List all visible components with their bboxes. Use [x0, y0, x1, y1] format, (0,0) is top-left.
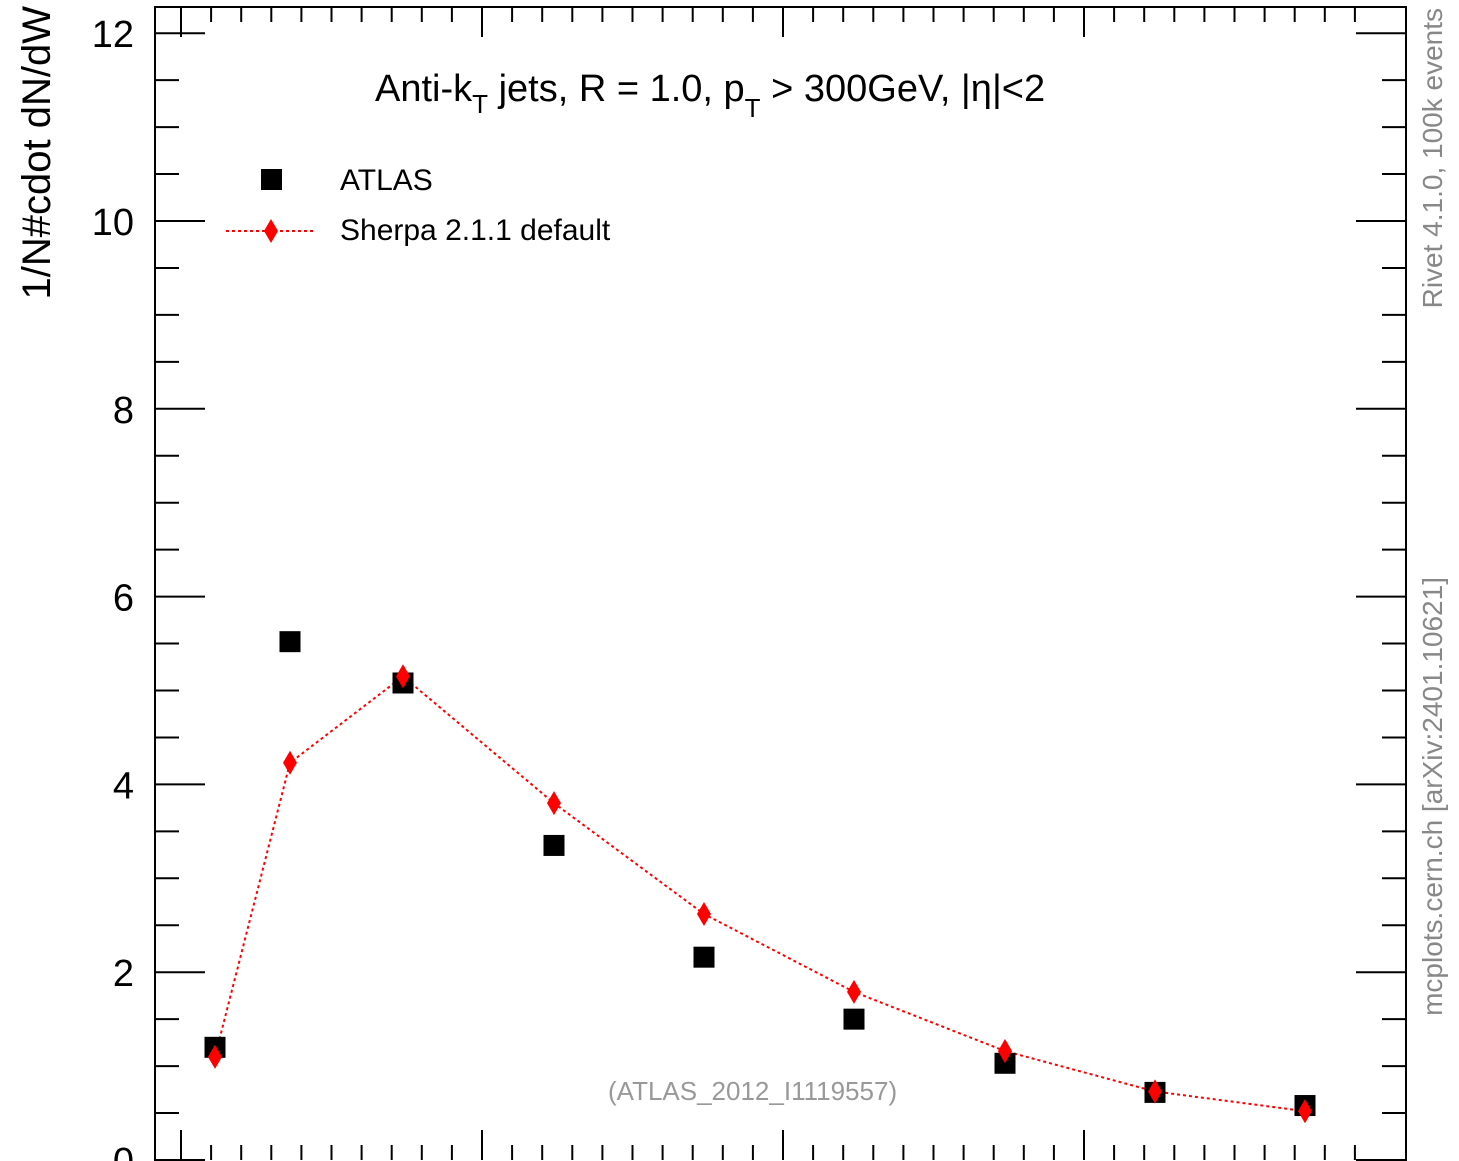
legend: ATLAS Sherpa 2.1.1 default — [226, 164, 611, 247]
rivet-label: Rivet 4.1.0, 100k events — [1417, 8, 1448, 308]
sherpa-point-overlay — [1148, 1079, 1162, 1104]
y-tick-label: 6 — [113, 578, 134, 620]
y-axis-label: 1/N#cdot dN/dW — [15, 6, 59, 300]
y-tick-labels: 0 2 4 6 8 10 12 — [92, 14, 134, 1161]
analysis-annotation: (ATLAS_2012_I1119557) — [608, 1076, 897, 1106]
atlas-point — [279, 631, 301, 653]
legend-label-sherpa: Sherpa 2.1.1 default — [340, 214, 611, 247]
atlas-point — [994, 1052, 1016, 1074]
y-tick-label: 0 — [113, 1141, 134, 1161]
sherpa-point — [283, 750, 297, 775]
sherpa-point — [547, 791, 561, 816]
title-part-1: Anti-k — [375, 68, 473, 110]
sherpa-point-overlay — [1298, 1099, 1312, 1124]
series-sherpa — [208, 664, 1312, 1124]
legend-marker-atlas — [261, 169, 282, 190]
y-tick-label: 12 — [92, 14, 134, 56]
atlas-point — [693, 946, 715, 968]
y-tick-label: 10 — [92, 202, 134, 244]
sherpa-point — [697, 901, 711, 926]
title-sub-1: T — [472, 89, 488, 119]
sherpa-point-overlay — [998, 1039, 1012, 1064]
y-tick-label: 4 — [113, 765, 134, 807]
y-tick-label: 2 — [113, 953, 134, 995]
legend-label-atlas: ATLAS — [340, 164, 433, 197]
mcplots-label: mcplots.cern.ch [arXiv:2401.10621] — [1417, 577, 1448, 1016]
sherpa-line — [214, 675, 1306, 1113]
plot-frame — [154, 6, 1407, 1161]
series-atlas — [204, 631, 1316, 1124]
atlas-point — [843, 1008, 865, 1030]
title-sub-2: T — [745, 93, 761, 123]
chart-title: Anti-kT jets, R = 1.0, pT > 300GeV, |η|<… — [375, 68, 1045, 123]
title-part-3: > 300GeV, |η|<2 — [761, 68, 1046, 110]
sherpa-point — [847, 979, 861, 1004]
atlas-point — [543, 834, 565, 856]
axis-ticks — [155, 7, 1406, 1161]
sherpa-point-overlay — [396, 664, 410, 689]
title-part-2: jets, R = 1.0, p — [488, 68, 745, 110]
y-tick-label: 8 — [113, 390, 134, 432]
legend-marker-sherpa — [264, 219, 278, 243]
sherpa-point-overlay — [208, 1044, 222, 1069]
